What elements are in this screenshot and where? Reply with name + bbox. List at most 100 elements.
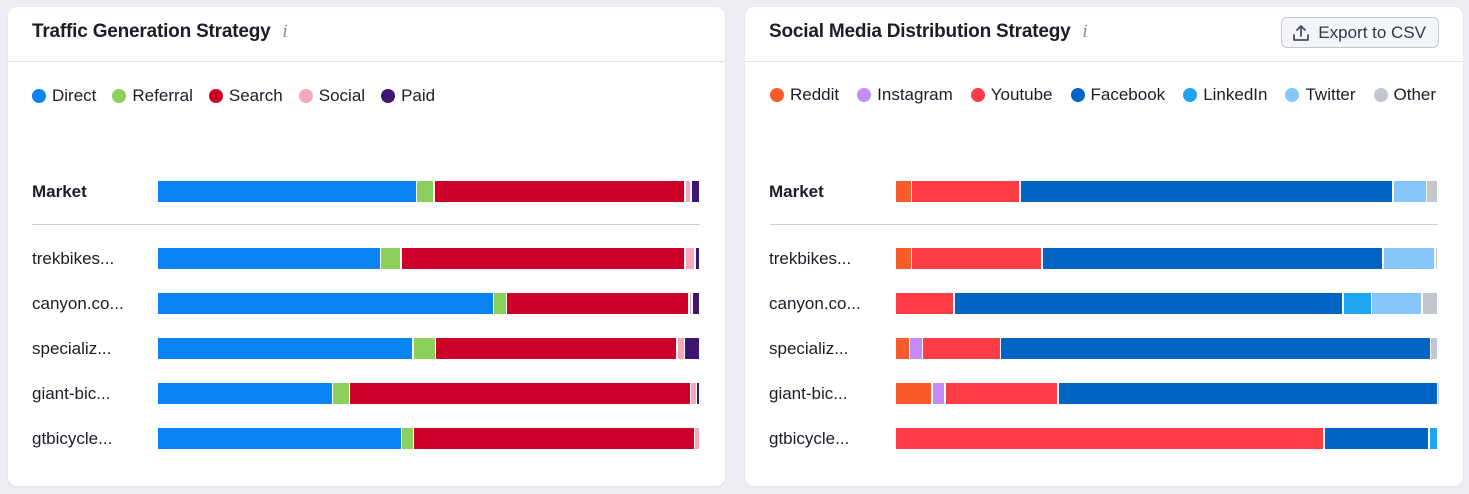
legend-item-reddit[interactable]: Reddit <box>770 85 839 105</box>
legend-label: Youtube <box>990 85 1053 104</box>
legend-item-social[interactable]: Social <box>298 86 365 106</box>
stacked-bar[interactable] <box>158 248 701 269</box>
bar-segment-linkedin[interactable] <box>1343 293 1371 314</box>
bar-segment-search[interactable] <box>507 293 689 314</box>
bar-segment-other[interactable] <box>1427 181 1438 202</box>
bar-segment-social[interactable] <box>689 293 692 314</box>
stacked-bar[interactable] <box>896 248 1439 269</box>
bar-segment-facebook[interactable] <box>1020 181 1393 202</box>
legend-item-twitter[interactable]: Twitter <box>1285 85 1356 105</box>
bar-segment-facebook[interactable] <box>954 293 1343 314</box>
bar-segment-paid[interactable] <box>697 383 700 404</box>
legend-item-facebook[interactable]: Facebook <box>1070 85 1166 105</box>
bar-segment-youtube[interactable] <box>896 428 1324 449</box>
traffic-legend: Direct Referral Search Social Paid <box>32 86 701 106</box>
bar-segment-search[interactable] <box>436 338 677 359</box>
legend-item-paid[interactable]: Paid <box>381 86 435 106</box>
bar-segment-search[interactable] <box>414 428 694 449</box>
traffic-generation-card: Traffic Generation Strategy i Direct Refe… <box>8 7 725 486</box>
legend-item-youtube[interactable]: Youtube <box>970 85 1053 105</box>
bar-segment-search[interactable] <box>401 248 685 269</box>
bar-segment-reddit[interactable] <box>896 383 932 404</box>
bar-segment-social[interactable] <box>677 338 684 359</box>
bar-segment-direct[interactable] <box>158 383 332 404</box>
bar-segment-other[interactable] <box>1438 383 1440 404</box>
legend-dot <box>1373 88 1388 102</box>
bar-segment-social[interactable] <box>685 248 695 269</box>
info-icon[interactable]: i <box>1082 22 1088 42</box>
stacked-bar[interactable] <box>158 181 701 202</box>
bar-segment-referral[interactable] <box>413 338 435 359</box>
bar-segment-social[interactable] <box>695 428 700 449</box>
bar-segment-direct[interactable] <box>158 181 416 202</box>
bar-segment-twitter[interactable] <box>1383 248 1435 269</box>
traffic-title: Traffic Generation Strategy <box>32 21 271 42</box>
bar-segment-youtube[interactable] <box>896 293 954 314</box>
bar-segment-youtube[interactable] <box>945 383 1058 404</box>
legend-item-direct[interactable]: Direct <box>32 86 96 106</box>
bar-segment-facebook[interactable] <box>1042 248 1383 269</box>
bar-segment-referral[interactable] <box>333 383 349 404</box>
legend-item-linkedin[interactable]: LinkedIn <box>1183 85 1267 105</box>
bar-segment-facebook[interactable] <box>1058 383 1437 404</box>
legend-dot <box>970 88 985 102</box>
social-title: Social Media Distribution Strategy <box>769 21 1071 42</box>
legend-item-instagram[interactable]: Instagram <box>857 85 953 105</box>
bar-segment-linkedin[interactable] <box>1429 428 1438 449</box>
bar-segment-youtube[interactable] <box>912 181 1020 202</box>
bar-segment-direct[interactable] <box>158 338 413 359</box>
info-icon[interactable]: i <box>282 22 288 42</box>
legend-item-referral[interactable]: Referral <box>112 86 193 106</box>
bar-segment-direct[interactable] <box>158 248 380 269</box>
bar-segment-other[interactable] <box>1435 248 1438 269</box>
bar-segment-referral[interactable] <box>417 181 434 202</box>
bar-segment-other[interactable] <box>1422 293 1438 314</box>
bar-segment-referral[interactable] <box>494 293 506 314</box>
bar-segment-twitter[interactable] <box>1372 293 1422 314</box>
stacked-bar[interactable] <box>896 338 1439 359</box>
bar-segment-direct[interactable] <box>158 293 493 314</box>
bar-segment-paid[interactable] <box>691 181 700 202</box>
export-to-csv-button[interactable]: Export to CSV <box>1281 17 1439 48</box>
bar-segment-social[interactable] <box>685 181 691 202</box>
bar-segment-youtube[interactable] <box>912 248 1042 269</box>
bar-segment-search[interactable] <box>434 181 685 202</box>
card-title: Traffic Generation Strategy i <box>32 21 288 43</box>
legend-item-other[interactable]: Other <box>1373 85 1436 105</box>
legend-label: Instagram <box>877 85 953 104</box>
bar-segment-paid[interactable] <box>685 338 700 359</box>
upload-icon <box>1293 24 1310 41</box>
bar-segment-facebook[interactable] <box>1324 428 1429 449</box>
bar-segment-twitter[interactable] <box>1393 181 1426 202</box>
bar-segment-search[interactable] <box>350 383 690 404</box>
bar-segment-referral[interactable] <box>402 428 413 449</box>
bar-segment-instagram[interactable] <box>932 383 945 404</box>
legend-label: LinkedIn <box>1203 85 1268 104</box>
stacked-bar[interactable] <box>158 428 701 449</box>
bar-segment-referral[interactable] <box>381 248 401 269</box>
stacked-bar[interactable] <box>896 293 1439 314</box>
bar-segment-direct[interactable] <box>158 428 401 449</box>
stacked-bar[interactable] <box>158 293 701 314</box>
bar-segment-paid[interactable] <box>695 248 700 269</box>
row-label-market: Market <box>32 182 87 201</box>
bar-segment-reddit[interactable] <box>896 338 909 359</box>
bar-segment-reddit[interactable] <box>896 181 911 202</box>
bar-segment-social[interactable] <box>691 383 696 404</box>
legend-dot <box>770 88 784 102</box>
legend-label: Facebook <box>1090 85 1166 104</box>
stacked-bar[interactable] <box>896 428 1439 449</box>
bar-segment-youtube[interactable] <box>923 338 1000 359</box>
legend-dot <box>857 88 872 102</box>
stacked-bar[interactable] <box>158 383 701 404</box>
bar-segment-other[interactable] <box>1431 338 1438 359</box>
stacked-bar[interactable] <box>158 338 701 359</box>
legend-dot <box>1183 88 1198 102</box>
bar-segment-paid[interactable] <box>692 293 700 314</box>
bar-segment-instagram[interactable] <box>910 338 922 359</box>
legend-item-search[interactable]: Search <box>208 86 283 106</box>
stacked-bar[interactable] <box>896 181 1439 202</box>
bar-segment-reddit[interactable] <box>896 248 911 269</box>
stacked-bar[interactable] <box>896 383 1440 404</box>
bar-segment-facebook[interactable] <box>1001 338 1430 359</box>
